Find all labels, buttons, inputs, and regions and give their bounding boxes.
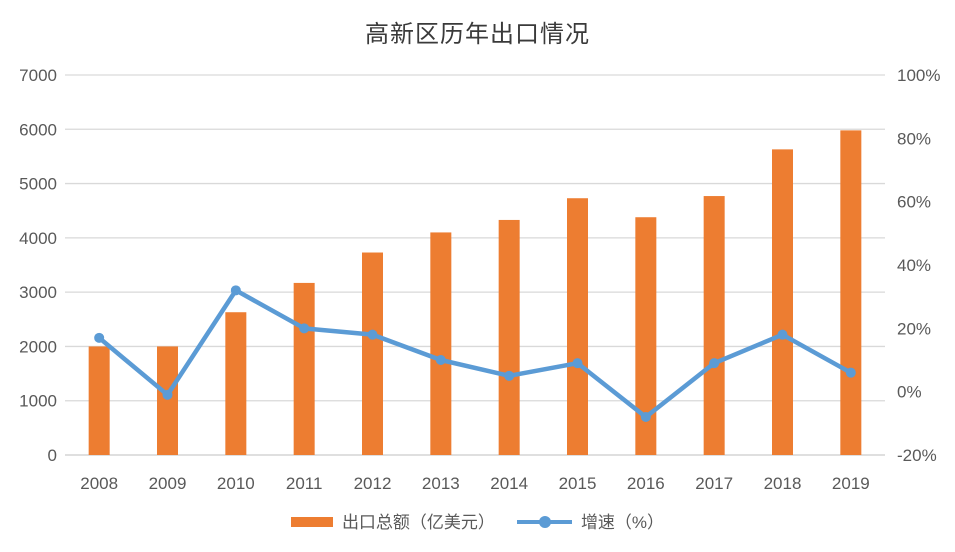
growth-line-marker [777,329,788,340]
y2-axis-tick-label: 20% [897,319,931,338]
x-axis-tick-label: 2018 [764,474,802,493]
export-bar [225,312,247,455]
x-axis-tick-label: 2012 [354,474,392,493]
growth-line-marker [230,285,241,296]
y2-axis-tick-label: 40% [897,256,931,275]
legend-line-label: 增速（%） [580,512,665,532]
export-bar [157,346,178,455]
x-axis-tick-label: 2016 [627,474,665,493]
y2-axis-tick-label: 0% [897,383,922,402]
export-bar [362,252,383,455]
export-bar [772,149,793,455]
y2-axis-tick-label: 60% [897,193,931,212]
x-axis-tick-label: 2009 [149,474,187,493]
x-axis-tick-label: 2015 [559,474,597,493]
legend-bar-label: 出口总额（亿美元） [341,512,495,532]
growth-line-marker [845,367,856,378]
y-axis-tick-label: 1000 [19,392,57,411]
chart-legend: 出口总额（亿美元） 增速（%） [0,507,955,537]
x-axis-tick-label: 2008 [80,474,118,493]
export-bar [293,282,315,455]
growth-line-marker [94,332,105,343]
export-bar [703,196,725,456]
y2-axis-tick-label: -20% [897,446,937,465]
y2-axis-tick-label: 80% [897,129,931,148]
y-axis-tick-label: 6000 [19,120,57,139]
export-bar [635,217,657,455]
growth-line-marker [709,358,720,369]
growth-line-marker [299,323,310,334]
y-axis-tick-label: 7000 [19,66,57,85]
chart-title: 高新区历年出口情况 [365,20,590,48]
growth-line-marker [572,358,583,369]
growth-line-marker [640,412,651,422]
legend-line-swatch-icon [516,516,572,528]
export-bar [498,219,520,455]
export-bar [840,130,862,455]
y-axis-tick-label: 3000 [19,283,57,302]
x-axis-tick-label: 2013 [422,474,460,493]
y2-axis-tick-label: 100% [897,66,940,85]
growth-line-marker [435,355,446,365]
y-axis-tick-label: 5000 [19,175,57,194]
y-axis-tick-label: 4000 [19,229,57,248]
export-bar [88,346,110,455]
y-axis-tick-label: 0 [48,446,57,465]
growth-line-marker [367,329,378,340]
x-axis-tick-label: 2011 [286,474,323,493]
legend-line-marker-icon [538,516,551,528]
x-axis-tick-label: 2017 [695,474,733,493]
legend-bar-swatch-icon [290,517,333,527]
y-axis-tick-label: 2000 [19,337,57,356]
x-axis-tick-label: 2014 [490,474,528,493]
x-axis-tick-label: 2010 [217,474,255,493]
export-bar [430,232,452,455]
x-axis-tick-label: 2019 [832,474,870,493]
export-bar [567,198,588,455]
growth-line-marker [162,389,173,400]
growth-line-marker [504,370,515,381]
growth-line [96,288,854,420]
